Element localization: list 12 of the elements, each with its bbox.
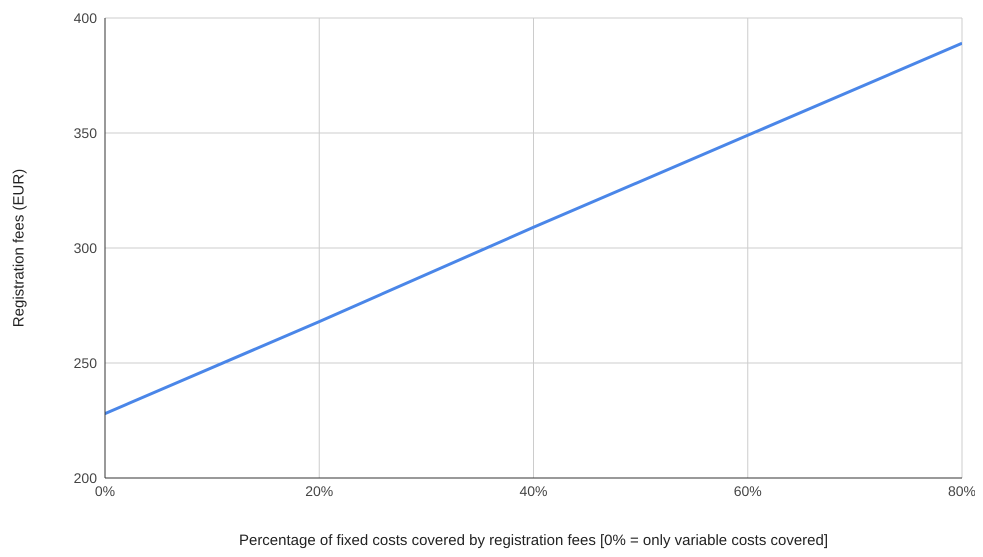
x-tick-label: 60% (734, 482, 762, 499)
x-tick-label: 0% (94, 482, 116, 499)
y-tick-label: 350 (74, 124, 98, 141)
x-axis-title: Percentage of fixed costs covered by registration fees [0% = only variable costs covered] (238, 532, 828, 549)
line-series (105, 42, 962, 416)
y-axis-title: Registration fees (EUR) (10, 168, 28, 328)
y-tick-label: 300 (74, 240, 98, 256)
y-tick-label: 250 (74, 354, 98, 371)
x-tick-label: 20% (305, 482, 334, 499)
y-tick-label: 200 (74, 470, 98, 486)
x-tick-label: 40% (519, 482, 548, 499)
y-tick-label: 400 (74, 10, 98, 26)
